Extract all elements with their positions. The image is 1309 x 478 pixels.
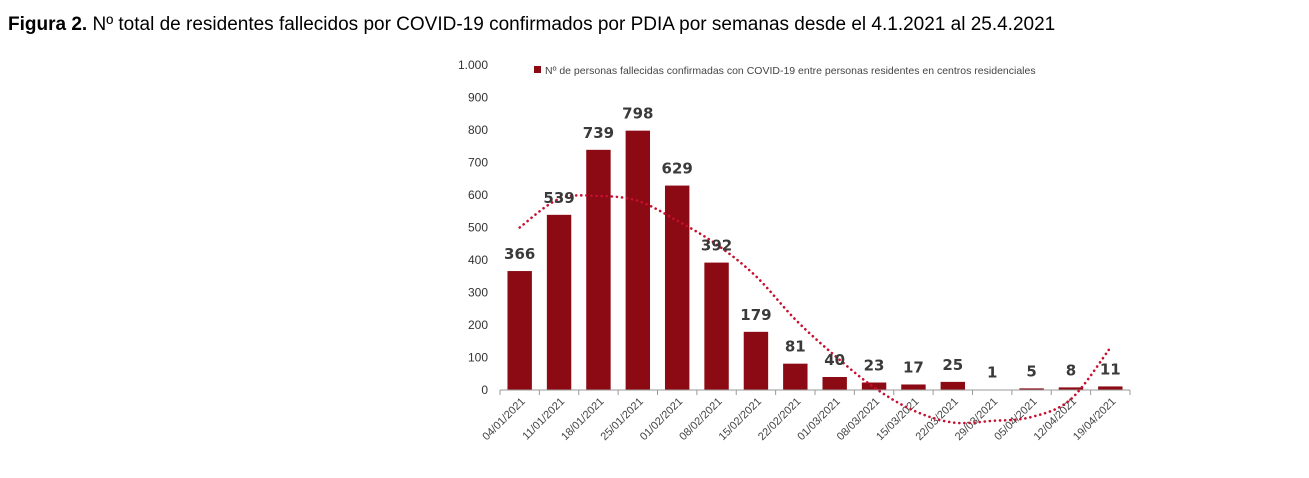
- bar: [1019, 388, 1044, 390]
- y-tick-label: 700: [468, 156, 488, 170]
- y-tick-label: 100: [468, 351, 488, 365]
- trendline: [518, 194, 1112, 425]
- data-label: 11: [1100, 360, 1121, 378]
- data-label: 25: [942, 356, 963, 374]
- data-label: 366: [504, 245, 535, 263]
- bar: [861, 382, 887, 390]
- figure-title: Figura 2. Nº total de residentes falleci…: [8, 14, 1055, 36]
- y-tick-label: 600: [468, 188, 488, 202]
- x-tick-label: 19/04/2021: [1071, 396, 1118, 443]
- y-tick-label: 200: [468, 318, 488, 332]
- data-label: 40: [824, 351, 845, 369]
- y-tick-label: 400: [468, 253, 488, 267]
- figure-title-text: Nº total de residentes fallecidos por CO…: [87, 14, 1056, 35]
- y-tick-label: 800: [468, 123, 488, 137]
- bar: [625, 130, 651, 390]
- legend-swatch: [534, 66, 541, 73]
- bar: [822, 377, 847, 390]
- data-label: 629: [662, 160, 693, 178]
- data-label: 392: [701, 237, 732, 255]
- data-labels: 366 539 739 798 629 392 179 81 40 23 17 25 1 5 8 11: [504, 105, 1121, 382]
- bar: [1058, 387, 1084, 390]
- bar: [940, 381, 966, 390]
- data-label: 739: [583, 124, 614, 142]
- y-tick-label: 500: [468, 221, 488, 235]
- y-tick-label: 900: [468, 91, 488, 105]
- trendline-path: [518, 194, 1112, 425]
- data-label: 17: [903, 358, 924, 376]
- bar: [1098, 386, 1123, 390]
- bar: [507, 271, 532, 390]
- data-label: 798: [622, 105, 653, 123]
- data-label: 81: [785, 338, 806, 356]
- legend: Nº de personas fallecidas confirmadas co…: [534, 65, 1036, 77]
- bar: [586, 149, 611, 390]
- data-label: 539: [543, 189, 574, 207]
- x-axis: 04/01/202111/01/202118/01/202125/01/2021…: [480, 389, 1131, 443]
- bar: [783, 363, 808, 390]
- y-tick-label: 0: [481, 383, 488, 397]
- bars: [507, 130, 1123, 391]
- bar: [546, 214, 572, 390]
- bar: [704, 262, 729, 390]
- data-label: 5: [1026, 362, 1036, 380]
- bar: [664, 185, 690, 390]
- data-label: 179: [740, 306, 771, 324]
- y-axis: 0 100 200 300 400 500 600 700 800 900 1.000: [458, 58, 488, 397]
- data-label: 1: [987, 364, 997, 382]
- legend-label: Nº de personas fallecidas confirmadas co…: [545, 65, 1036, 77]
- y-tick-label: 300: [468, 286, 488, 300]
- bar: [743, 331, 769, 390]
- data-label: 8: [1066, 361, 1076, 379]
- y-tick-label: 1.000: [458, 58, 488, 72]
- data-label: 23: [864, 357, 885, 375]
- bar: [901, 384, 926, 390]
- x-tick-label: 04/01/2021: [480, 396, 527, 443]
- figure-title-prefix: Figura 2.: [8, 14, 88, 35]
